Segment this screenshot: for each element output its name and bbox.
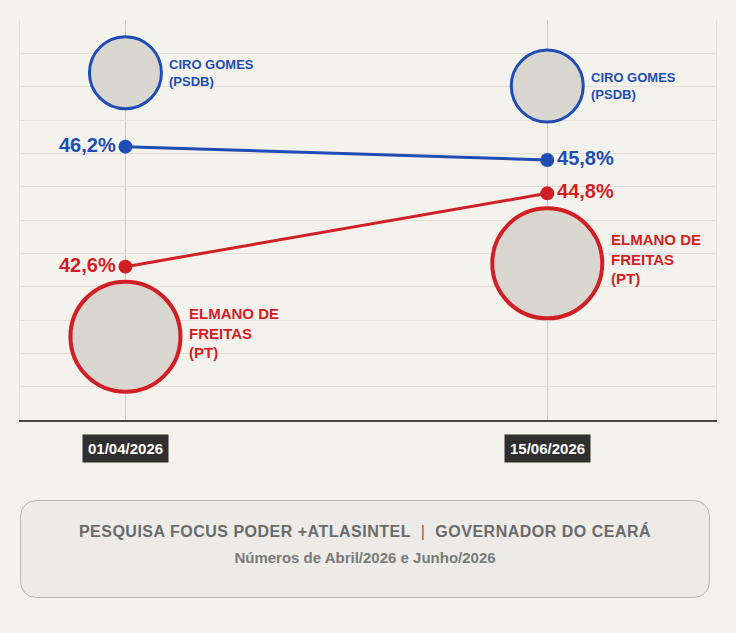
svg-text:CIRO GOMES(PSDB): CIRO GOMES(PSDB): [591, 70, 676, 102]
svg-text:CIRO GOMES(PSDB): CIRO GOMES(PSDB): [169, 57, 254, 89]
svg-text:44,8%: 44,8%: [557, 180, 614, 202]
svg-text:ELMANO DEFREITAS(PT): ELMANO DEFREITAS(PT): [189, 305, 279, 361]
html-text:GOVERNADOR DO CEARÁ: GOVERNADOR DO CEARÁ: [435, 523, 652, 540]
svg-text:ELMANO DEFREITAS(PT): ELMANO DEFREITAS(PT): [611, 231, 701, 287]
svg-text:45,8%: 45,8%: [557, 147, 614, 169]
svg-text:42,6%: 42,6%: [59, 254, 116, 276]
svg-text:01/04/2026: 01/04/2026: [88, 440, 163, 457]
svg-text:46,2%: 46,2%: [59, 134, 116, 156]
html-text:PESQUISA FOCUS PODER +ATLASINT: PESQUISA FOCUS PODER +ATLASINTEL: [78, 523, 411, 540]
svg-text:15/06/2026: 15/06/2026: [510, 440, 585, 457]
html-text:Números de Abril/2026 e Junho/: Números de Abril/2026 e Junho/2026: [234, 549, 496, 566]
